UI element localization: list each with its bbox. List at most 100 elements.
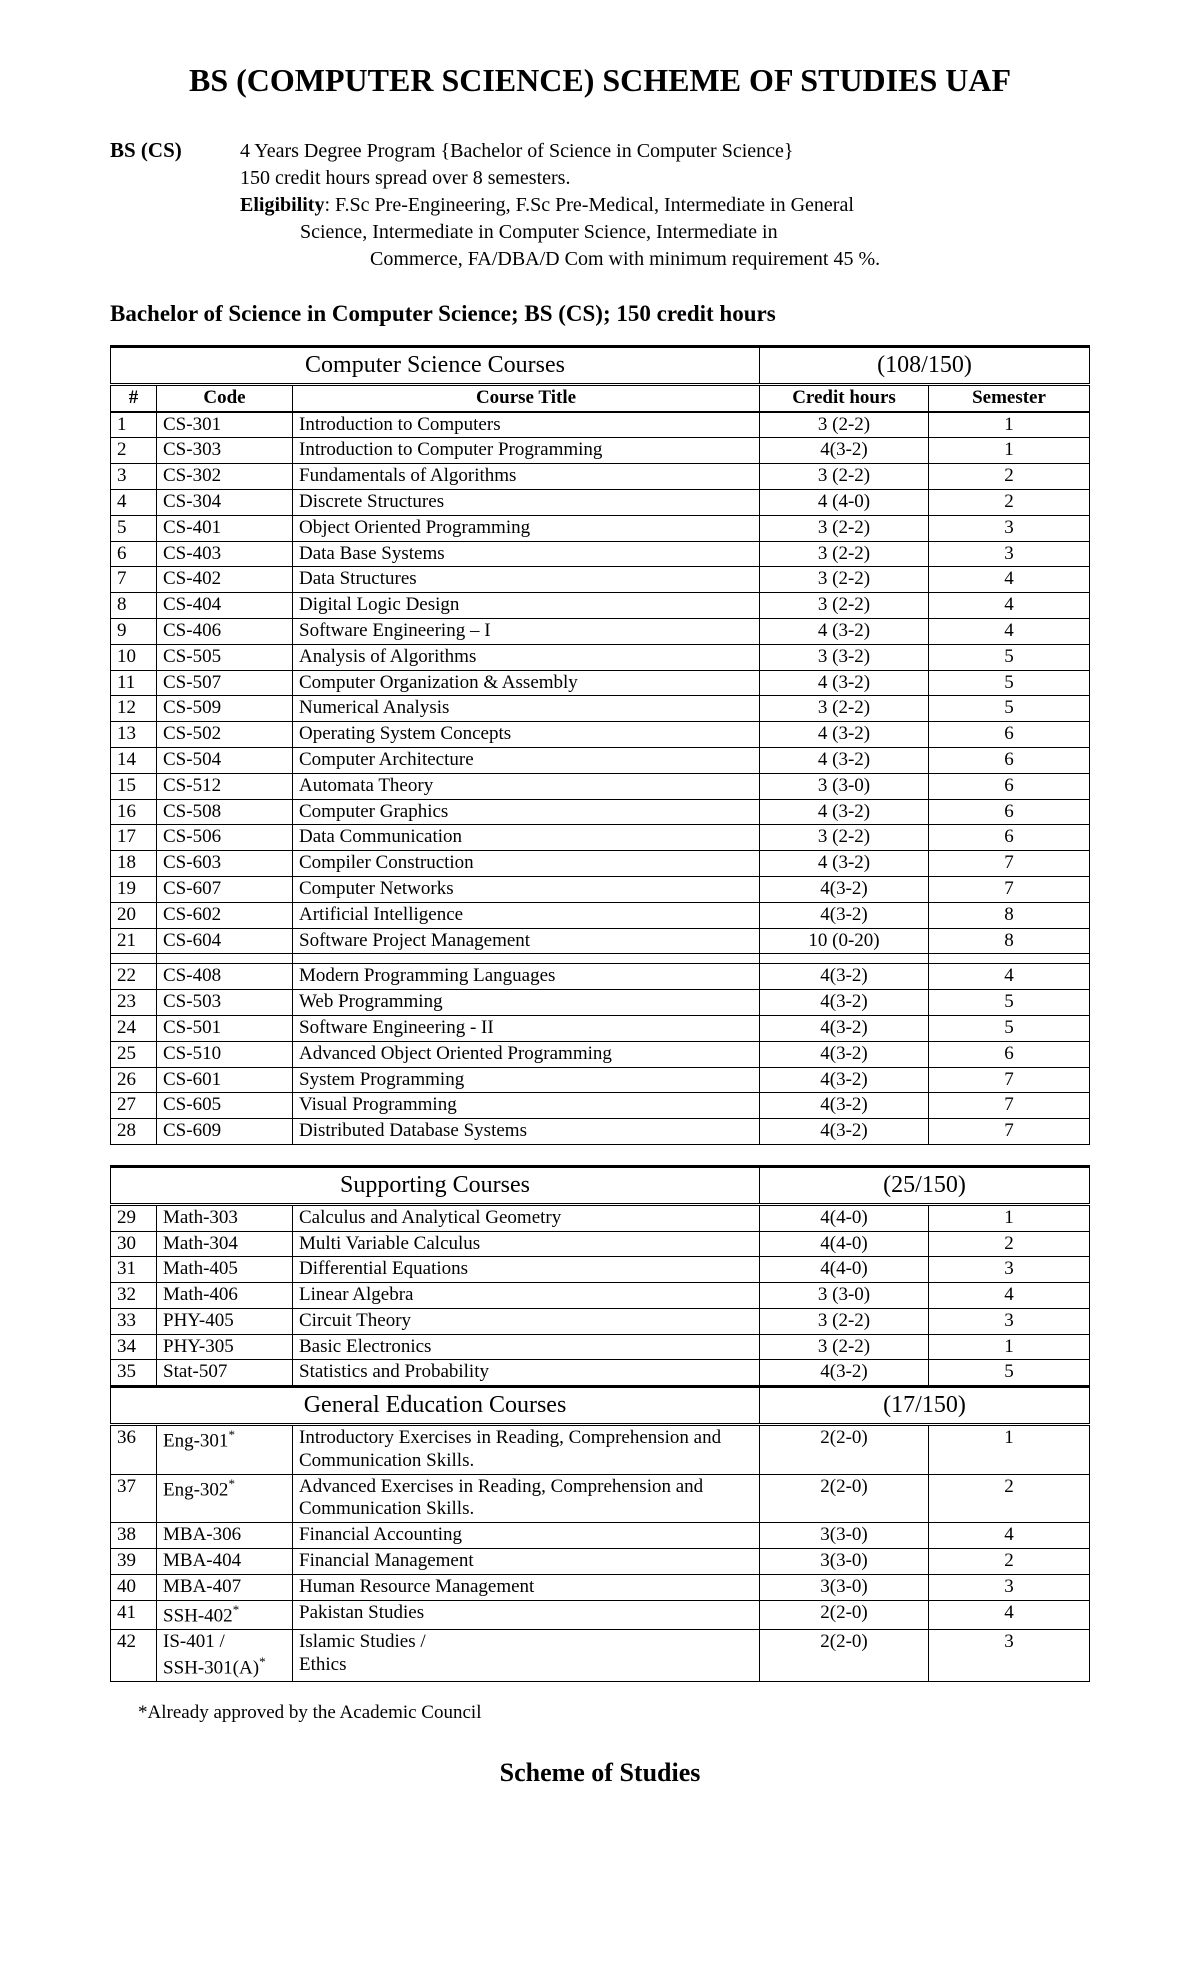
cell-num: 40: [111, 1574, 157, 1600]
category-name: Supporting Courses: [111, 1166, 760, 1204]
col-sem: Semester: [929, 384, 1090, 411]
column-header-row: # Code Course Title Credit hours Semeste…: [111, 384, 1090, 411]
cell-code: PHY-305: [157, 1334, 293, 1360]
cell-title: Calculus and Analytical Geometry: [293, 1204, 760, 1231]
cell-code: CS-512: [157, 773, 293, 799]
cell-code: CS-505: [157, 644, 293, 670]
cell-title: Introduction to Computer Programming: [293, 438, 760, 464]
cell-title: Data Base Systems: [293, 541, 760, 567]
cell-sem: 7: [929, 851, 1090, 877]
cell-code: CS-404: [157, 593, 293, 619]
cell-sem: 4: [929, 1283, 1090, 1309]
cell-num: 1: [111, 412, 157, 438]
cell-num: 19: [111, 876, 157, 902]
cell-title: Computer Graphics: [293, 799, 760, 825]
cell-sem: 3: [929, 515, 1090, 541]
cell-ch: 3 (3-0): [760, 773, 929, 799]
category-header-row: Computer Science Courses (108/150): [111, 347, 1090, 385]
cell-ch: 3 (2-2): [760, 1308, 929, 1334]
footnote: *Already approved by the Academic Counci…: [138, 1702, 1090, 1724]
cell-ch: 4(3-2): [760, 902, 929, 928]
cell-title: Web Programming: [293, 990, 760, 1016]
cell-code: CS-503: [157, 990, 293, 1016]
cell-title: Financial Management: [293, 1549, 760, 1575]
cell-num: 17: [111, 825, 157, 851]
cell-ch: 4(4-0): [760, 1257, 929, 1283]
cell-ch: 3(3-0): [760, 1523, 929, 1549]
cell-sem: 1: [929, 1204, 1090, 1231]
cell-ch: 3(3-0): [760, 1549, 929, 1575]
cell-ch: 4(3-2): [760, 1015, 929, 1041]
cell-title: Automata Theory: [293, 773, 760, 799]
table-row: 5CS-401Object Oriented Programming3 (2-2…: [111, 515, 1090, 541]
cell-title: Discrete Structures: [293, 489, 760, 515]
cell-code: Math-304: [157, 1231, 293, 1257]
program-description: 4 Years Degree Program {Bachelor of Scie…: [240, 138, 1090, 273]
table-row: 34PHY-305Basic Electronics3 (2-2)1: [111, 1334, 1090, 1360]
intro-line: 150 credit hours spread over 8 semesters…: [240, 165, 1090, 192]
cell-num: 31: [111, 1257, 157, 1283]
cell-num: 11: [111, 670, 157, 696]
cell-sem: 7: [929, 1093, 1090, 1119]
intro-line: 4 Years Degree Program {Bachelor of Scie…: [240, 138, 1090, 165]
cell-code: Stat-507: [157, 1360, 293, 1387]
cell-ch: 3 (2-2): [760, 464, 929, 490]
cell-ch: 3 (2-2): [760, 1334, 929, 1360]
eligibility-line: Science, Intermediate in Computer Scienc…: [240, 219, 1090, 246]
table-row: 24CS-501Software Engineering - II4(3-2)5: [111, 1015, 1090, 1041]
cell-num: 9: [111, 618, 157, 644]
cell-num: 35: [111, 1360, 157, 1387]
table-row: 16CS-508Computer Graphics4 (3-2)6: [111, 799, 1090, 825]
bottom-heading: Scheme of Studies: [110, 1758, 1090, 1788]
cell-ch: 10 (0-20): [760, 928, 929, 954]
col-code: Code: [157, 384, 293, 411]
cs-courses-table: Computer Science Courses (108/150) # Cod…: [110, 345, 1090, 1145]
cell-num: 26: [111, 1067, 157, 1093]
cell-title: Analysis of Algorithms: [293, 644, 760, 670]
cell-code: CS-506: [157, 825, 293, 851]
cell-sem: 6: [929, 747, 1090, 773]
cell-title: Human Resource Management: [293, 1574, 760, 1600]
cell-code: MBA-404: [157, 1549, 293, 1575]
table-row: 2CS-303Introduction to Computer Programm…: [111, 438, 1090, 464]
cell-code: CS-504: [157, 747, 293, 773]
cell-ch: 3 (2-2): [760, 515, 929, 541]
cell-title: Software Engineering – I: [293, 618, 760, 644]
cell-title: Data Communication: [293, 825, 760, 851]
cell-code: MBA-407: [157, 1574, 293, 1600]
cell-title: Visual Programming: [293, 1093, 760, 1119]
cell-code: CS-510: [157, 1041, 293, 1067]
table-row: 12CS-509Numerical Analysis3 (2-2)5: [111, 696, 1090, 722]
table-row: 3CS-302Fundamentals of Algorithms3 (2-2)…: [111, 464, 1090, 490]
cell-ch: 4 (3-2): [760, 722, 929, 748]
cell-code: Math-406: [157, 1283, 293, 1309]
cell-title: Software Project Management: [293, 928, 760, 954]
cell-code: CS-303: [157, 438, 293, 464]
cell-num: 41: [111, 1600, 157, 1629]
cell-title: Financial Accounting: [293, 1523, 760, 1549]
cell-title: Software Engineering - II: [293, 1015, 760, 1041]
cell-sem: 1: [929, 412, 1090, 438]
table-row: 13CS-502Operating System Concepts4 (3-2)…: [111, 722, 1090, 748]
cell-sem: 8: [929, 928, 1090, 954]
cell-ch: 4(3-2): [760, 990, 929, 1016]
table-row: 23CS-503Web Programming4(3-2)5: [111, 990, 1090, 1016]
table-row: 20CS-602Artificial Intelligence4(3-2)8: [111, 902, 1090, 928]
cell-code: CS-301: [157, 412, 293, 438]
cell-title: Differential Equations: [293, 1257, 760, 1283]
table-row: 21CS-604Software Project Management10 (0…: [111, 928, 1090, 954]
table-row: 9CS-406Software Engineering – I4 (3-2)4: [111, 618, 1090, 644]
table-row: 14CS-504Computer Architecture4 (3-2)6: [111, 747, 1090, 773]
table-row: 26CS-601System Programming4(3-2)7: [111, 1067, 1090, 1093]
cell-code: CS-401: [157, 515, 293, 541]
cell-num: 25: [111, 1041, 157, 1067]
cell-title: Computer Architecture: [293, 747, 760, 773]
cell-sem: 3: [929, 541, 1090, 567]
cell-num: 14: [111, 747, 157, 773]
cell-num: 21: [111, 928, 157, 954]
page-title: BS (COMPUTER SCIENCE) SCHEME OF STUDIES …: [110, 60, 1090, 100]
table-row: 11CS-507Computer Organization & Assembly…: [111, 670, 1090, 696]
cell-code: CS-601: [157, 1067, 293, 1093]
program-code: BS (CS): [110, 138, 240, 273]
cell-sem: 2: [929, 1549, 1090, 1575]
